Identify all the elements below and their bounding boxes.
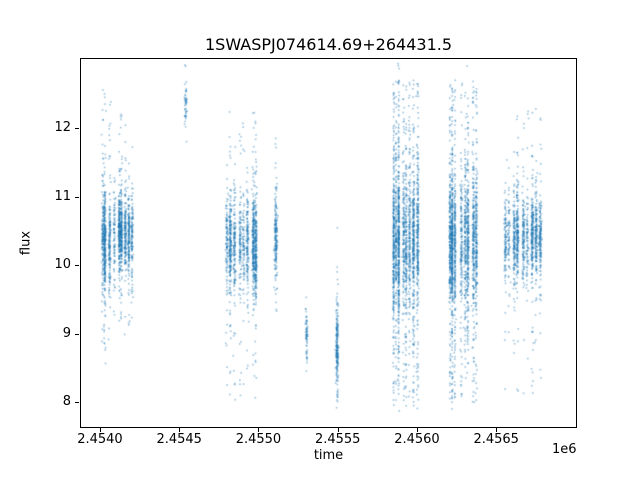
x-tick-mark: [258, 428, 260, 432]
y-tick-mark: [75, 333, 79, 335]
scatter-canvas: [80, 58, 575, 426]
y-tick-label: 11: [54, 188, 71, 204]
x-tick-mark: [496, 428, 498, 432]
y-tick-label: 9: [62, 325, 71, 341]
y-tick-label: 12: [54, 119, 71, 135]
x-offset-label: 1e6: [552, 442, 577, 457]
x-tick-label: 2.4545: [156, 432, 202, 447]
y-tick-mark: [75, 196, 79, 198]
x-tick-label: 2.4565: [473, 432, 519, 447]
plot-title: 1SWASPJ074614.69+264431.5: [204, 35, 453, 54]
y-axis-label: flux: [18, 230, 34, 256]
x-axis-label: time: [313, 448, 344, 463]
x-tick-label: 2.4555: [314, 432, 361, 447]
x-tick-mark: [337, 428, 339, 432]
y-tick-mark: [75, 402, 79, 404]
x-tick-mark: [99, 428, 101, 432]
y-tick-label: 10: [54, 257, 71, 273]
x-tick-label: 2.4550: [235, 432, 282, 447]
x-tick-mark: [179, 428, 181, 432]
x-tick-mark: [416, 428, 418, 432]
x-tick-label: 2.4560: [394, 432, 440, 447]
x-tick-label: 2.4540: [77, 432, 123, 447]
y-tick-mark: [75, 265, 79, 267]
y-tick-label: 8: [62, 394, 71, 410]
y-tick-mark: [75, 127, 79, 129]
